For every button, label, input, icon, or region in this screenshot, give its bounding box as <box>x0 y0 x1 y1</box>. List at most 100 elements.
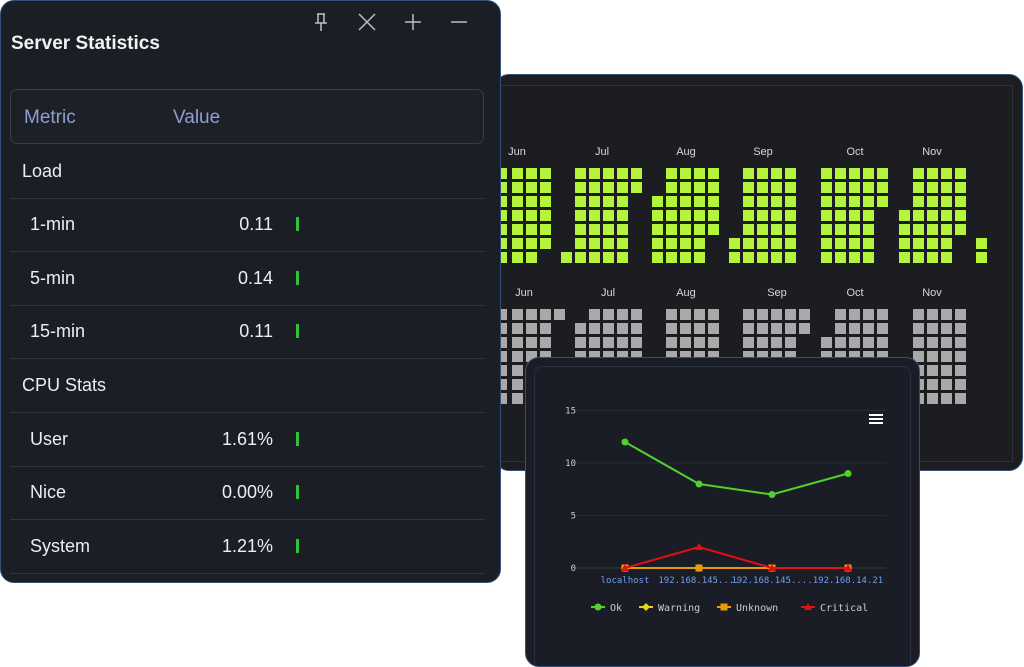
heatmap-cell-active[interactable] <box>694 168 705 179</box>
heatmap-cell-inactive[interactable] <box>941 351 952 362</box>
heatmap-cell-active[interactable] <box>617 224 628 235</box>
heatmap-cell-active[interactable] <box>540 224 551 235</box>
heatmap-cell-inactive[interactable] <box>589 351 600 362</box>
heatmap-cell-active[interactable] <box>821 196 832 207</box>
heatmap-cell-active[interactable] <box>631 168 642 179</box>
heatmap-cell-active[interactable] <box>757 224 768 235</box>
heatmap-cell-active[interactable] <box>652 224 663 235</box>
heatmap-cell-inactive[interactable] <box>913 351 924 362</box>
heatmap-cell-active[interactable] <box>849 224 860 235</box>
heatmap-cell-active[interactable] <box>666 196 677 207</box>
heatmap-cell-active[interactable] <box>617 238 628 249</box>
heatmap-cell-inactive[interactable] <box>743 351 754 362</box>
heatmap-cell-active[interactable] <box>729 238 740 249</box>
heatmap-cell-inactive[interactable] <box>877 309 888 320</box>
heatmap-cell-inactive[interactable] <box>498 351 507 362</box>
heatmap-cell-active[interactable] <box>927 210 938 221</box>
heatmap-cell-inactive[interactable] <box>589 309 600 320</box>
heatmap-cell-active[interactable] <box>771 224 782 235</box>
heatmap-cell-inactive[interactable] <box>526 337 537 348</box>
heatmap-cell-active[interactable] <box>652 210 663 221</box>
heatmap-cell-active[interactable] <box>680 238 691 249</box>
heatmap-cell-active[interactable] <box>835 224 846 235</box>
heatmap-cell-active[interactable] <box>835 210 846 221</box>
heatmap-cell-active[interactable] <box>589 252 600 263</box>
column-value[interactable]: Value <box>173 107 221 128</box>
heatmap-cell-inactive[interactable] <box>589 323 600 334</box>
heatmap-cell-inactive[interactable] <box>708 323 719 334</box>
heatmap-cell-active[interactable] <box>757 168 768 179</box>
heatmap-cell-inactive[interactable] <box>631 351 642 362</box>
heatmap-cell-active[interactable] <box>680 168 691 179</box>
heatmap-cell-inactive[interactable] <box>941 393 952 404</box>
heatmap-cell-active[interactable] <box>694 182 705 193</box>
heatmap-cell-active[interactable] <box>729 252 740 263</box>
heatmap-cell-inactive[interactable] <box>835 337 846 348</box>
heatmap-cell-inactive[interactable] <box>554 309 565 320</box>
heatmap-cell-active[interactable] <box>512 252 523 263</box>
heatmap-cell-active[interactable] <box>941 168 952 179</box>
heatmap-cell-active[interactable] <box>771 238 782 249</box>
heatmap-cell-active[interactable] <box>512 238 523 249</box>
heatmap-cell-active[interactable] <box>863 224 874 235</box>
heatmap-cell-active[interactable] <box>589 168 600 179</box>
heatmap-cell-active[interactable] <box>821 168 832 179</box>
heatmap-cell-active[interactable] <box>708 168 719 179</box>
heatmap-cell-active[interactable] <box>743 224 754 235</box>
heatmap-cell-inactive[interactable] <box>927 365 938 376</box>
plus-icon[interactable] <box>402 11 424 33</box>
heatmap-cell-active[interactable] <box>849 210 860 221</box>
heatmap-cell-inactive[interactable] <box>694 337 705 348</box>
heatmap-cell-active[interactable] <box>540 182 551 193</box>
heatmap-cell-active[interactable] <box>512 210 523 221</box>
heatmap-cell-active[interactable] <box>821 238 832 249</box>
heatmap-cell-inactive[interactable] <box>955 351 966 362</box>
heatmap-cell-inactive[interactable] <box>603 337 614 348</box>
heatmap-cell-active[interactable] <box>589 210 600 221</box>
legend-item-warning[interactable]: Warning <box>658 603 700 614</box>
heatmap-cell-active[interactable] <box>863 210 874 221</box>
heatmap-cell-inactive[interactable] <box>666 323 677 334</box>
heatmap-cell-inactive[interactable] <box>849 351 860 362</box>
minus-icon[interactable] <box>448 11 470 33</box>
heatmap-cell-inactive[interactable] <box>694 323 705 334</box>
heatmap-cell-active[interactable] <box>575 224 586 235</box>
heatmap-cell-active[interactable] <box>631 182 642 193</box>
legend-item-critical[interactable]: Critical <box>820 603 868 614</box>
heatmap-cell-inactive[interactable] <box>575 351 586 362</box>
heatmap-cell-active[interactable] <box>771 182 782 193</box>
heatmap-cell-active[interactable] <box>575 238 586 249</box>
heatmap-cell-active[interactable] <box>694 210 705 221</box>
heatmap-cell-active[interactable] <box>821 252 832 263</box>
heatmap-cell-inactive[interactable] <box>955 309 966 320</box>
heatmap-cell-active[interactable] <box>680 182 691 193</box>
heatmap-cell-inactive[interactable] <box>589 337 600 348</box>
heatmap-cell-inactive[interactable] <box>540 337 551 348</box>
heatmap-cell-active[interactable] <box>941 210 952 221</box>
heatmap-cell-inactive[interactable] <box>512 323 523 334</box>
heatmap-cell-inactive[interactable] <box>743 337 754 348</box>
heatmap-cell-inactive[interactable] <box>863 337 874 348</box>
heatmap-cell-active[interactable] <box>575 182 586 193</box>
heatmap-cell-inactive[interactable] <box>927 323 938 334</box>
heatmap-cell-inactive[interactable] <box>498 309 507 320</box>
heatmap-cell-inactive[interactable] <box>955 379 966 390</box>
heatmap-cell-inactive[interactable] <box>631 309 642 320</box>
heatmap-cell-inactive[interactable] <box>540 351 551 362</box>
heatmap-cell-active[interactable] <box>835 252 846 263</box>
heatmap-cell-active[interactable] <box>498 168 507 179</box>
heatmap-cell-active[interactable] <box>785 224 796 235</box>
heatmap-cell-active[interactable] <box>941 224 952 235</box>
heatmap-cell-active[interactable] <box>913 238 924 249</box>
heatmap-cell-inactive[interactable] <box>757 351 768 362</box>
heatmap-cell-active[interactable] <box>666 168 677 179</box>
heatmap-cell-active[interactable] <box>899 210 910 221</box>
heatmap-cell-inactive[interactable] <box>631 337 642 348</box>
heatmap-cell-inactive[interactable] <box>603 309 614 320</box>
heatmap-cell-active[interactable] <box>512 168 523 179</box>
heatmap-cell-active[interactable] <box>941 196 952 207</box>
heatmap-cell-inactive[interactable] <box>540 309 551 320</box>
heatmap-cell-active[interactable] <box>849 238 860 249</box>
heatmap-cell-inactive[interactable] <box>498 393 507 404</box>
heatmap-cell-active[interactable] <box>603 168 614 179</box>
